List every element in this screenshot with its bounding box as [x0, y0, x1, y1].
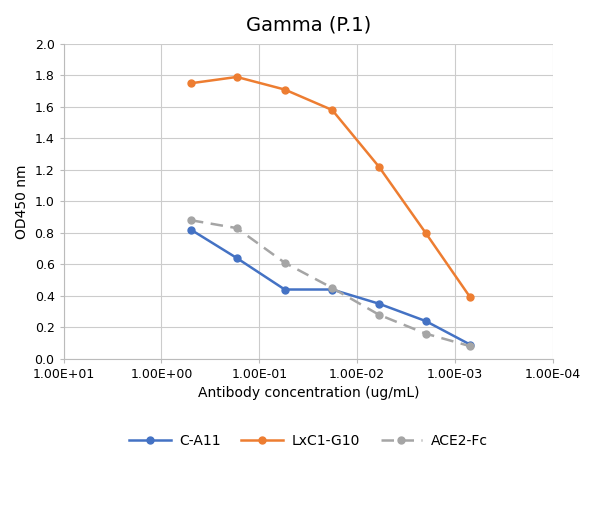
X-axis label: Antibody concentration (ug/mL): Antibody concentration (ug/mL) — [197, 386, 419, 401]
C-A11 — [375, 301, 383, 307]
ACE2-Fc — [187, 217, 194, 223]
Y-axis label: OD450 nm: OD450 nm — [15, 164, 29, 238]
LxC1-G10 — [328, 107, 336, 113]
LxC1-G10 — [467, 294, 474, 301]
LxC1-G10 — [187, 80, 194, 86]
ACE2-Fc — [375, 312, 383, 318]
Title: Gamma (P.1): Gamma (P.1) — [246, 15, 371, 34]
LxC1-G10 — [375, 164, 383, 170]
Line: ACE2-Fc: ACE2-Fc — [188, 217, 474, 350]
ACE2-Fc — [467, 343, 474, 349]
ACE2-Fc — [233, 225, 240, 231]
ACE2-Fc — [422, 331, 429, 337]
LxC1-G10 — [281, 86, 288, 93]
Legend: C-A11, LxC1-G10, ACE2-Fc: C-A11, LxC1-G10, ACE2-Fc — [123, 429, 493, 454]
C-A11 — [467, 342, 474, 348]
ACE2-Fc — [328, 285, 336, 291]
Line: C-A11: C-A11 — [188, 226, 474, 348]
ACE2-Fc — [281, 259, 288, 266]
C-A11 — [187, 226, 194, 233]
LxC1-G10 — [422, 230, 429, 236]
C-A11 — [233, 255, 240, 261]
C-A11 — [281, 287, 288, 293]
Line: LxC1-G10: LxC1-G10 — [188, 74, 474, 301]
LxC1-G10 — [233, 74, 240, 80]
C-A11 — [328, 287, 336, 293]
C-A11 — [422, 318, 429, 324]
